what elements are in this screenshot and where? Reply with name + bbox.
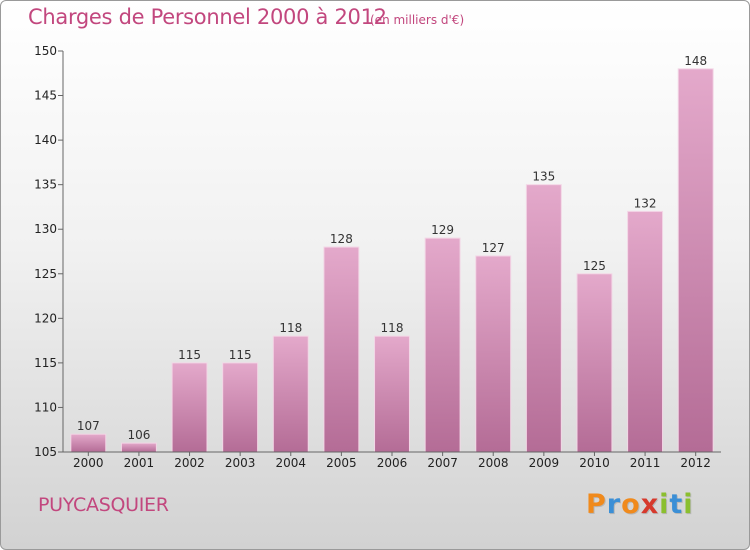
bar-2007 <box>424 237 461 453</box>
y-tick-label: 150 <box>34 44 57 58</box>
y-tick-label: 115 <box>34 356 57 370</box>
x-tick-label-2011: 2011 <box>630 456 661 470</box>
bar-2003 <box>222 362 259 453</box>
y-tick-label: 145 <box>34 89 57 103</box>
x-tick-label-2006: 2006 <box>377 456 408 470</box>
y-tick-label: 105 <box>34 445 57 459</box>
data-label-2012: 148 <box>684 54 707 68</box>
bar-2005 <box>323 246 360 453</box>
bar-2010 <box>576 273 613 453</box>
data-label-2005: 128 <box>330 232 353 246</box>
y-tick-label: 120 <box>34 311 57 325</box>
y-tick-label: 130 <box>34 222 57 236</box>
unit-note: (en milliers d'€) <box>370 13 465 27</box>
bar-2009 <box>525 184 562 453</box>
bar-2012 <box>677 68 714 453</box>
data-label-2003: 115 <box>229 348 252 362</box>
data-label-2001: 106 <box>127 428 150 442</box>
bar-2006 <box>374 335 410 453</box>
bar-2011 <box>627 210 664 453</box>
bar-2001 <box>120 442 157 453</box>
data-label-2011: 132 <box>634 196 657 210</box>
x-tick-label-2003: 2003 <box>225 456 256 470</box>
x-tick-label-2001: 2001 <box>124 456 155 470</box>
proxiti-logo: Proxiti <box>586 489 694 520</box>
data-label-2004: 118 <box>279 321 302 335</box>
chart-title: Charges de Personnel 2000 à 2012 <box>28 5 387 29</box>
data-label-2000: 107 <box>77 419 100 433</box>
x-tick-label-2009: 2009 <box>529 456 560 470</box>
x-tick-label-2008: 2008 <box>478 456 509 470</box>
x-tick-label-2004: 2004 <box>275 456 306 470</box>
data-label-2007: 129 <box>431 223 454 237</box>
data-label-2002: 115 <box>178 348 201 362</box>
x-tick-label-2007: 2007 <box>427 456 458 470</box>
data-label-2009: 135 <box>532 170 555 184</box>
y-tick-label: 125 <box>34 267 57 281</box>
data-label-2006: 118 <box>381 321 404 335</box>
bar-2004 <box>272 335 309 453</box>
bar-2000 <box>70 433 107 453</box>
bar-2008 <box>475 255 512 453</box>
x-tick-label-2002: 2002 <box>174 456 205 470</box>
bar-2002 <box>171 362 208 453</box>
x-tick-label-2000: 2000 <box>73 456 104 470</box>
x-tick-label-2005: 2005 <box>326 456 357 470</box>
place-name: PUYCASQUIER <box>38 494 169 516</box>
x-tick-label-2010: 2010 <box>579 456 610 470</box>
data-label-2010: 125 <box>583 259 606 273</box>
y-tick-label: 135 <box>34 178 57 192</box>
data-label-2008: 127 <box>482 241 505 255</box>
y-tick-label: 110 <box>34 400 57 414</box>
y-tick-label: 140 <box>34 133 57 147</box>
x-tick-label-2012: 2012 <box>680 456 711 470</box>
